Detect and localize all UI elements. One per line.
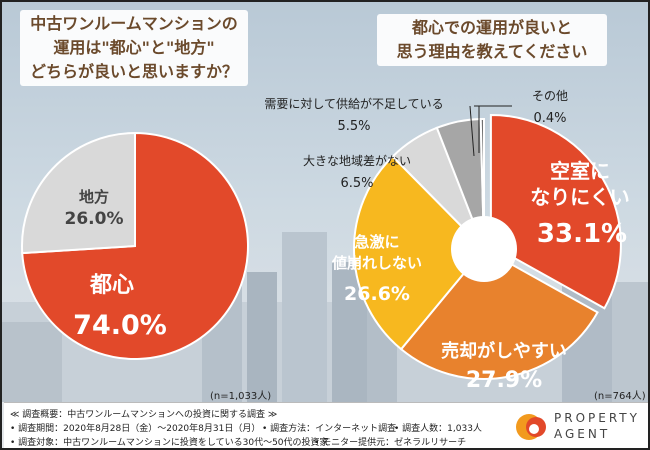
footer-monitor: • モニター提供元：ゼネラルリサーチ [314, 438, 467, 448]
label-vacancy-pct: 33.1% [537, 219, 627, 249]
label-tokyo-pct: 74.0% [73, 310, 167, 341]
label-sell-pct: 27.9% [466, 368, 542, 393]
label-supply: 需要に対して供給が不足している [264, 96, 443, 111]
right-title-line1: 都心での運用が良いと [411, 18, 572, 37]
pie-slice-rural [21, 131, 136, 255]
left-title-line2: 運用は"都心"と"地方" [53, 38, 215, 57]
label-other: その他 [532, 89, 568, 103]
donut-slice-vacancy [489, 113, 622, 310]
label-price-line2: 値崩れしない [331, 254, 422, 272]
label-price-pct: 26.6% [344, 283, 410, 305]
label-price-line1: 急激に [354, 233, 399, 251]
left-title-line3: どちらが良いと思いますか？ [29, 62, 238, 81]
label-tokyo: 都心 [89, 273, 134, 298]
property-agent-logo-icon [516, 414, 546, 440]
label-sell: 売却がしやすい [441, 340, 567, 362]
leader-line-supply [469, 105, 475, 157]
right-title-line2: 思う理由を教えてください [396, 42, 588, 61]
label-vacancy-line1: 空室に [550, 159, 610, 183]
logo-text-line2: AGENT [554, 427, 611, 441]
label-rural-pct: 26.0% [65, 209, 124, 229]
donut-slice-price [353, 155, 486, 351]
label-other-pct: 0.4% [533, 111, 566, 126]
footer-survey-title: ≪ 調査概要：中古ワンルームマンションへの投資に関する調査 ≫ [10, 410, 278, 420]
left-sample-size: (n=1,033人) [210, 391, 272, 402]
right-question-title: 都心での運用が良いと 思う理由を教えてください [377, 14, 607, 66]
left-question-title: 中古ワンルームマンションの 運用は"都心"と"地方" どちらが良いと思いますか？ [20, 10, 248, 86]
right-sample-size: (n=764人) [594, 391, 646, 402]
label-supply-pct: 5.5% [337, 119, 370, 134]
donut-chart-reasons [353, 113, 622, 380]
footer-target: • 調査対象：中古ワンルームマンションに投資をしている30代〜50代の投資家 [10, 438, 329, 448]
survey-footer: ≪ 調査概要：中古ワンルームマンションへの投資に関する調査 ≫ • 調査期間：2… [4, 402, 648, 448]
label-region-pct: 6.5% [340, 176, 373, 191]
label-rural: 地方 [79, 188, 109, 206]
label-region: 大きな地域差がない [303, 153, 411, 168]
footer-period: • 調査期間：2020年8月28日（金）〜2020年8月31日（月） [10, 424, 261, 434]
left-title-line1: 中古ワンルームマンションの [30, 14, 238, 33]
donut-hole [451, 216, 517, 282]
footer-method: • 調査方法：インターネット調査 [262, 424, 397, 434]
label-vacancy-line2: なりにくい [530, 185, 630, 209]
donut-slice-sell [399, 247, 599, 380]
logo-text-line1: PROPERTY [554, 411, 640, 425]
pie-chart-location [21, 131, 249, 360]
footer-people: • 調査人数：1,033人 [394, 424, 482, 434]
